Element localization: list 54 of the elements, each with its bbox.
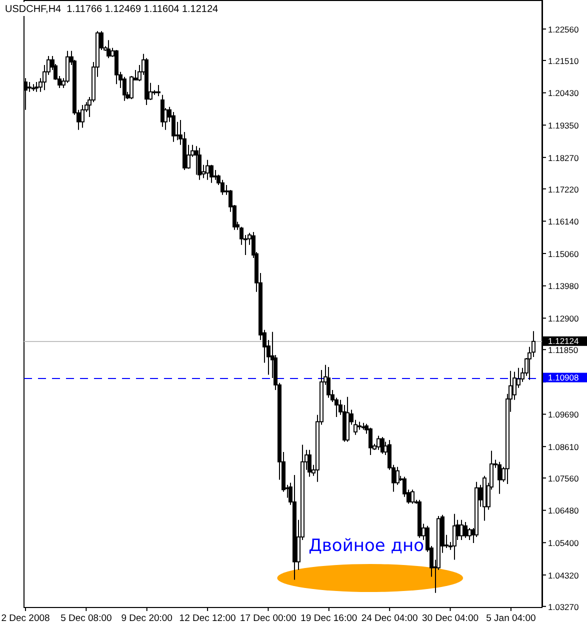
ref-line-label: 1.10908 [548, 372, 579, 383]
annotation: Двойное дно [308, 536, 424, 556]
candlestick [464, 521, 468, 538]
y-tick-label: 1.21510 [548, 56, 579, 66]
x-tick-label: 24 Dec 04:00 [361, 613, 418, 624]
x-tick-label: 2 Dec 2008 [1, 613, 50, 624]
candlestick [156, 84, 160, 97]
y-tick-label: 1.05400 [548, 538, 579, 548]
y-tick-label: 1.19350 [548, 120, 579, 131]
chart-title: USDCHF,H4 1.11766 1.12469 1.11604 1.12124 [5, 4, 219, 15]
candlestick [410, 489, 414, 504]
y-tick-label: 1.11850 [548, 344, 578, 355]
candlestick [396, 466, 400, 486]
y-tick-label: 1.12900 [548, 314, 579, 324]
x-tick-label: 9 Dec 20:00 [121, 613, 172, 624]
y-tick-label: 1.13980 [548, 281, 579, 292]
candlestick [172, 111, 176, 142]
y-tick-label: 1.15060 [548, 248, 579, 259]
candlestick [114, 49, 118, 85]
candlestick [460, 519, 464, 540]
candlestick [198, 147, 202, 180]
y-tick-label: 1.04320 [548, 570, 579, 580]
y-tick-label: 1.09690 [548, 410, 579, 420]
candlestick [122, 76, 126, 102]
candlestick [376, 435, 380, 450]
y-tick-label: 1.03270 [548, 602, 579, 612]
y-tick-label: 1.18270 [548, 152, 579, 163]
y-tick-label: 1.20430 [548, 88, 579, 98]
ref-line-label: 1.12124 [548, 336, 579, 346]
candlestick [368, 427, 372, 456]
y-tick-label: 1.17220 [548, 184, 579, 194]
candlestick [34, 82, 38, 92]
candlestick [80, 104, 84, 128]
x-tick-label: 19 Dec 16:00 [300, 613, 358, 624]
candlestick [326, 366, 330, 398]
y-tick-label: 1.22560 [548, 24, 579, 34]
candlestick [308, 449, 312, 478]
x-tick-label: 5 Dec 08:00 [60, 613, 112, 624]
candlestick [106, 40, 110, 59]
candlestick [468, 527, 472, 540]
y-tick-label: 1.08610 [548, 442, 579, 452]
x-tick-label: 30 Dec 04:00 [422, 613, 479, 624]
y-tick-label: 1.16140 [548, 216, 579, 227]
y-tick-label: 1.07560 [548, 473, 579, 484]
candlestick [28, 82, 32, 92]
x-tick-label: 17 Dec 00:00 [240, 613, 296, 624]
candlestick [220, 179, 224, 196]
candlestick [214, 170, 218, 180]
candlestick [498, 461, 502, 494]
candlestick [206, 159, 210, 180]
y-tick-label: 1.06480 [548, 506, 579, 516]
candlestick [210, 164, 214, 184]
x-tick-label: 12 Dec 12:00 [179, 613, 236, 624]
x-tick-label: 5 Jan 04:00 [486, 613, 536, 624]
